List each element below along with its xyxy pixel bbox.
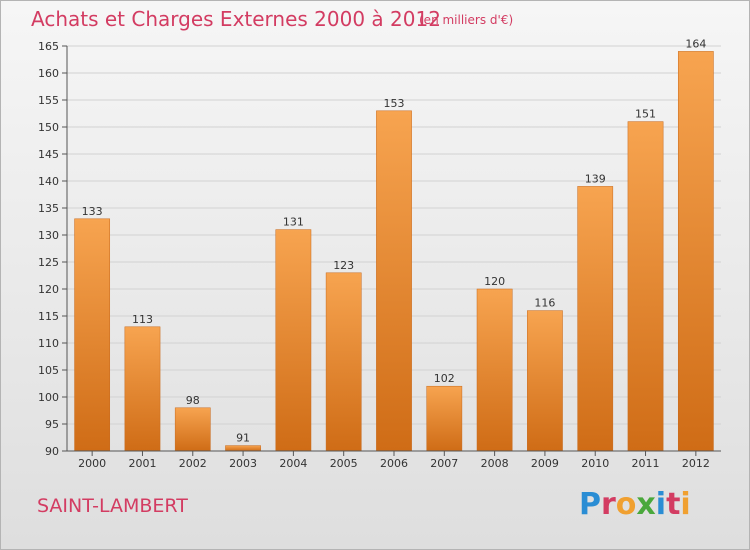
bar-2001: [124, 326, 161, 452]
bar-2004: [275, 229, 312, 452]
logo-letter: t: [666, 487, 681, 522]
logo-letter: P: [579, 487, 601, 522]
x-tick-label: 2008: [481, 457, 509, 470]
y-tick-label: 165: [38, 40, 59, 53]
logo-letter: i: [680, 487, 691, 522]
x-tick-label: 2012: [682, 457, 710, 470]
x-tick-label: 2005: [330, 457, 358, 470]
y-tick-label: 95: [45, 418, 59, 431]
x-tick-label: 2001: [128, 457, 156, 470]
y-tick-label: 155: [38, 94, 59, 107]
bar-value-label: 164: [685, 37, 706, 50]
y-tick-label: 140: [38, 175, 59, 188]
bar-value-label: 123: [333, 259, 354, 272]
y-tick-label: 125: [38, 256, 59, 269]
x-tick-label: 2000: [78, 457, 106, 470]
axes: 90 95 100 105 110 115 120 125 130 135 140 145 150 155…: [38, 40, 721, 470]
chart-title: Achats et Charges Externes 2000 à 2012: [31, 7, 441, 31]
y-tick-label: 160: [38, 67, 59, 80]
y-tick-label: 110: [38, 337, 59, 350]
bar-2000: [74, 218, 111, 452]
x-tick-label: 2011: [632, 457, 660, 470]
bar-2009: [527, 310, 563, 452]
chart-subtitle: (en milliers d'€): [419, 13, 514, 27]
bar-value-label: 120: [484, 275, 505, 288]
bar-value-label: 151: [635, 108, 656, 121]
y-tick-label: 135: [38, 202, 59, 215]
bar-value-label: 113: [132, 313, 153, 326]
bar-2011: [627, 121, 664, 452]
logo-letter: x: [636, 487, 656, 522]
bar-2006: [376, 110, 412, 452]
y-tick-label: 130: [38, 229, 59, 242]
y-tick-label: 120: [38, 283, 59, 296]
bar-value-label: 133: [82, 205, 103, 218]
proxiti-logo: Proxiti: [579, 487, 691, 522]
x-tick-label: 2006: [380, 457, 408, 470]
bar-value-label: 139: [585, 172, 606, 185]
x-tick-label: 2007: [430, 457, 458, 470]
bar-2010: [577, 186, 614, 452]
y-tick-label: 105: [38, 364, 59, 377]
logo-letter: o: [615, 487, 637, 522]
logo-letter: r: [601, 487, 616, 522]
bar-2007: [426, 385, 463, 452]
bar-value-label: 153: [384, 97, 405, 110]
bar-value-label: 131: [283, 216, 304, 229]
bar-value-label: 91: [236, 432, 250, 445]
bar-value-label: 98: [186, 394, 200, 407]
y-tick-label: 115: [38, 310, 59, 323]
bar-value-label: 116: [534, 297, 555, 310]
x-tick-label: 2003: [229, 457, 257, 470]
bar-2002: [174, 407, 211, 452]
bar-2012: [677, 51, 714, 452]
x-tick-label: 2009: [531, 457, 559, 470]
bar-value-label: 102: [434, 372, 455, 385]
logo-letter: i: [655, 487, 667, 522]
x-tick-label: 2010: [581, 457, 609, 470]
bars: 133 113 98 91 131 123 153 102 120 116 139 151 164: [74, 37, 714, 452]
x-tick-label: 2002: [179, 457, 207, 470]
y-tick-label: 90: [45, 445, 59, 458]
y-tick-label: 145: [38, 148, 59, 161]
bar-2003: [225, 445, 261, 452]
commune-name: SAINT-LAMBERT: [37, 495, 188, 517]
y-tick-label: 150: [38, 121, 59, 134]
y-tick-label: 100: [38, 391, 59, 404]
bar-2008: [476, 288, 513, 452]
bar-2005: [325, 272, 362, 452]
x-tick-label: 2004: [279, 457, 307, 470]
